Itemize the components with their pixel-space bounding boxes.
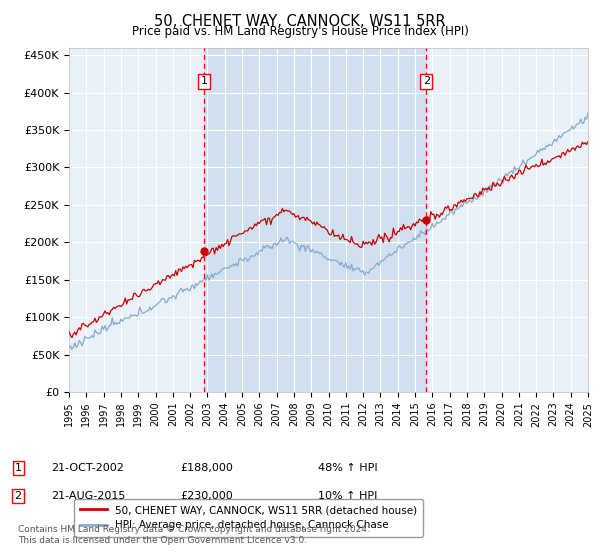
Text: 21-OCT-2002: 21-OCT-2002 [51,463,124,473]
Text: 21-AUG-2015: 21-AUG-2015 [51,491,125,501]
Text: 2: 2 [14,491,22,501]
Text: 48% ↑ HPI: 48% ↑ HPI [318,463,377,473]
Text: 1: 1 [200,76,208,86]
Text: £188,000: £188,000 [180,463,233,473]
Bar [204,48,426,392]
Text: Contains HM Land Registry data © Crown copyright and database right 2024.
This d: Contains HM Land Registry data © Crown c… [18,525,370,545]
Text: Price paid vs. HM Land Registry's House Price Index (HPI): Price paid vs. HM Land Registry's House … [131,25,469,38]
Text: £230,000: £230,000 [180,491,233,501]
Text: 10% ↑ HPI: 10% ↑ HPI [318,491,377,501]
Text: 1: 1 [14,463,22,473]
Legend: 50, CHENET WAY, CANNOCK, WS11 5RR (detached house), HPI: Average price, detached: 50, CHENET WAY, CANNOCK, WS11 5RR (detac… [74,499,423,536]
Text: 50, CHENET WAY, CANNOCK, WS11 5RR: 50, CHENET WAY, CANNOCK, WS11 5RR [154,14,446,29]
Text: 2: 2 [422,76,430,86]
